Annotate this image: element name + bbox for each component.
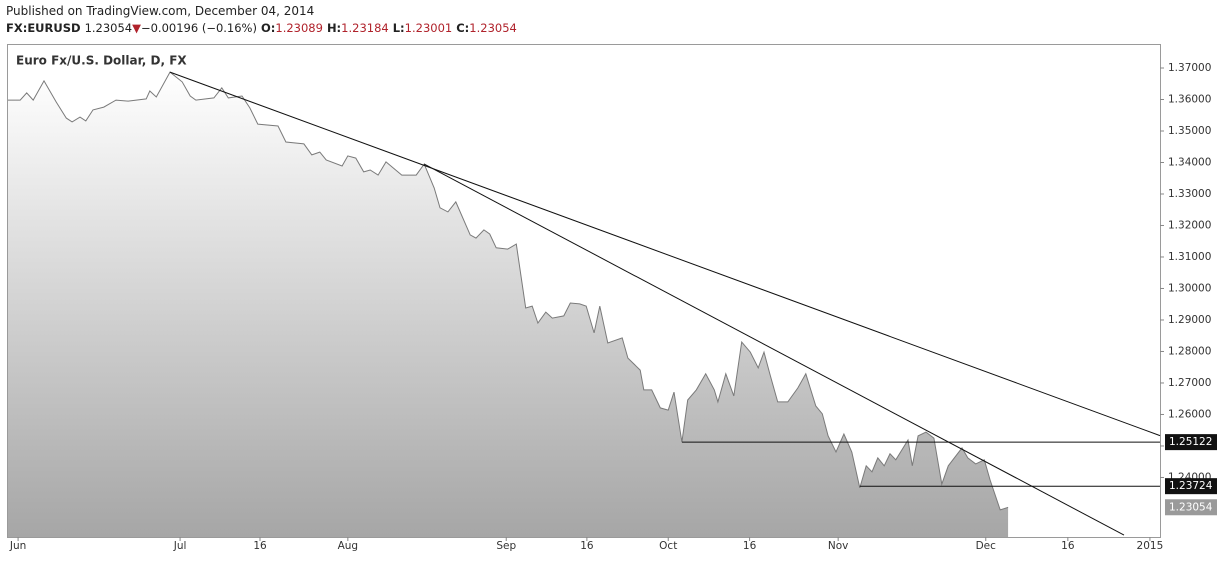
y-tick-label: 1.36000 <box>1168 93 1211 105</box>
ohlc-label: C: <box>456 21 470 35</box>
plot-frame <box>7 44 1161 538</box>
x-tick-label: 16 <box>1061 540 1075 552</box>
chart-title: Euro Fx/U.S. Dollar, D, FX <box>16 54 187 68</box>
x-tick-label: Oct <box>659 540 677 552</box>
published: Published on TradingView.com, December 0… <box>6 4 315 18</box>
x-tick-label: Nov <box>828 540 849 552</box>
x-tick-label: 16 <box>743 540 757 552</box>
ohlc-value: 1.23089 <box>275 21 323 35</box>
trend-line <box>423 163 1125 536</box>
area-fill <box>8 72 1009 537</box>
price-label-box <box>1165 499 1217 516</box>
price-label-box <box>1165 478 1217 495</box>
y-tick-label: 1.30000 <box>1168 282 1211 294</box>
ohlc-value: 1.23001 <box>404 21 453 35</box>
symbol: FX:EURUSD <box>6 21 81 35</box>
price-label: 1.23054 <box>1169 501 1213 513</box>
x-tick-label: Sep <box>496 540 516 552</box>
price-line <box>8 71 1009 511</box>
y-tick-label: 1.37000 <box>1168 62 1211 74</box>
x-tick-label: 16 <box>253 540 267 552</box>
trend-line <box>169 71 1161 437</box>
y-tick-label: 1.26000 <box>1168 408 1211 420</box>
x-tick-label: Jun <box>9 540 26 552</box>
ohlc-label: O: <box>261 21 276 35</box>
x-tick-label: Jul <box>173 540 187 552</box>
price-label-box <box>1165 434 1217 451</box>
header: Published on TradingView.com, December 0… <box>0 0 1224 40</box>
ohlc: O:1.23089 H:1.23184 L:1.23001 C:1.23054 <box>261 21 521 35</box>
arrow: ▼ <box>132 21 141 35</box>
change: −0.00196 (−0.16%) <box>140 21 257 35</box>
y-tick-label: 1.32000 <box>1168 219 1211 231</box>
price-label: 1.25122 <box>1169 436 1212 448</box>
y-tick-label: 1.28000 <box>1168 345 1211 357</box>
x-tick-label: 16 <box>580 540 594 552</box>
y-tick-label: 1.29000 <box>1168 314 1211 326</box>
y-tick-label: 1.31000 <box>1168 251 1211 263</box>
ohlc-label: H: <box>326 21 342 35</box>
quote-line: FX:EURUSD 1.23054▼−0.00196 (−0.16%) O:1.… <box>6 21 521 35</box>
last: 1.23054 <box>84 21 133 35</box>
y-tick-label: 1.35000 <box>1168 125 1211 137</box>
ohlc-value: 1.23054 <box>469 21 517 35</box>
x-tick-label: Dec <box>976 540 997 552</box>
price-label: 1.23724 <box>1169 480 1213 492</box>
y-tick-label: 1.34000 <box>1168 156 1211 168</box>
ohlc-value: 1.23184 <box>341 21 389 35</box>
x-tick-label: 2015 <box>1137 540 1164 552</box>
y-tick-label: 1.27000 <box>1168 377 1211 389</box>
y-tick-label: 1.33000 <box>1168 188 1211 200</box>
ohlc-label: L: <box>392 21 405 35</box>
x-tick-label: Aug <box>338 540 359 552</box>
